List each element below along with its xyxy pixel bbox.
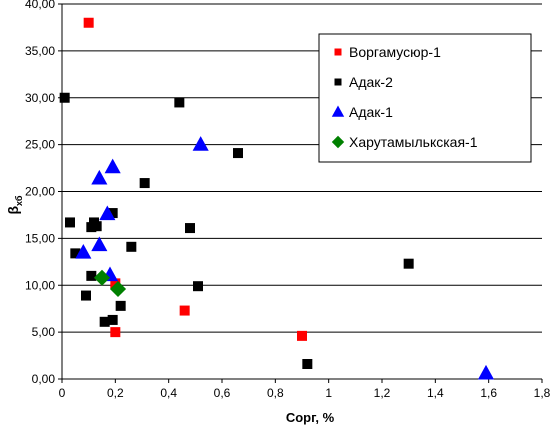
legend-label: Воргамусюр-1 <box>349 44 441 60</box>
x-tick-label: 0,2 <box>107 386 124 400</box>
x-tick-label: 1 <box>325 386 332 400</box>
data-point <box>99 205 116 221</box>
data-point <box>192 136 209 151</box>
data-point <box>139 178 150 189</box>
data-point <box>115 300 126 311</box>
data-point <box>104 158 121 174</box>
data-point <box>99 316 110 327</box>
data-point <box>179 305 190 316</box>
data-point <box>110 327 121 338</box>
data-point <box>297 330 307 341</box>
y-axis-label-sub: хб <box>14 195 24 206</box>
data-point <box>91 169 108 185</box>
data-point <box>81 290 91 301</box>
y-tick-label: 15,00 <box>25 231 55 245</box>
data-point <box>65 217 75 228</box>
data-point <box>126 241 137 252</box>
data-point <box>91 221 102 232</box>
axes <box>58 3 543 383</box>
data-point <box>110 278 121 289</box>
data-point <box>86 270 97 281</box>
data-point <box>91 236 108 252</box>
y-tick-label: 35,00 <box>25 44 55 58</box>
y-tick-label: 10,00 <box>25 278 55 292</box>
legend-marker <box>331 135 345 149</box>
legend-label: Адак-1 <box>349 104 393 120</box>
data-point <box>70 248 81 259</box>
legend: Воргамусюр-1 Адак-2 Адак-1 Харутамылькская-… <box>318 33 532 163</box>
data-point <box>59 92 70 103</box>
legend-marker <box>331 105 345 117</box>
legend-box <box>318 33 532 163</box>
legend-label: Адак-2 <box>349 74 393 90</box>
data-point <box>75 243 92 259</box>
y-tick-labels: 0,00 5,00 10,00 15,00 20,00 25,00 30,00 35,00 40… <box>25 0 55 386</box>
data-point <box>302 359 313 369</box>
data-point <box>109 280 127 298</box>
y-tick-label: 20,00 <box>25 185 55 199</box>
x-tick-label: 1,4 <box>427 386 444 400</box>
y-tick-label: 0,00 <box>32 372 56 386</box>
legend-marker <box>334 48 342 56</box>
y-axis-label: βхб <box>5 195 24 214</box>
x-tick-label: 1,8 <box>534 386 551 400</box>
grid-lines <box>62 3 542 333</box>
data-point <box>233 148 243 159</box>
y-tick-label: 40,00 <box>25 0 55 11</box>
x-tick-label: 1,6 <box>480 386 497 400</box>
x-axis-label: Сорг, % <box>286 410 335 425</box>
data-point <box>477 364 495 380</box>
x-tick-label: 0 <box>59 386 66 400</box>
data-point <box>185 223 195 234</box>
data-points <box>59 17 495 380</box>
data-point <box>83 17 94 28</box>
y-tick-label: 5,00 <box>32 325 56 339</box>
data-point <box>174 97 185 108</box>
x-tick-label: 0,4 <box>160 386 177 400</box>
x-tick-labels: 0 0,2 0,4 0,6 0,8 1 1,2 1,4 1,6 1,8 <box>59 386 551 400</box>
x-tick-label: 0,6 <box>214 386 231 400</box>
legend-marker <box>334 78 342 86</box>
data-point <box>107 208 118 219</box>
x-tick-label: 1,2 <box>374 386 391 400</box>
y-axis-label-main: β <box>5 206 21 215</box>
data-point <box>193 281 203 292</box>
data-point <box>107 314 118 325</box>
x-tick-label: 0,8 <box>267 386 284 400</box>
data-point <box>403 258 414 269</box>
y-tick-label: 25,00 <box>25 138 55 152</box>
data-point <box>93 269 111 286</box>
y-tick-label: 30,00 <box>25 91 55 105</box>
legend-label: Харутамылькская-1 <box>349 134 478 150</box>
